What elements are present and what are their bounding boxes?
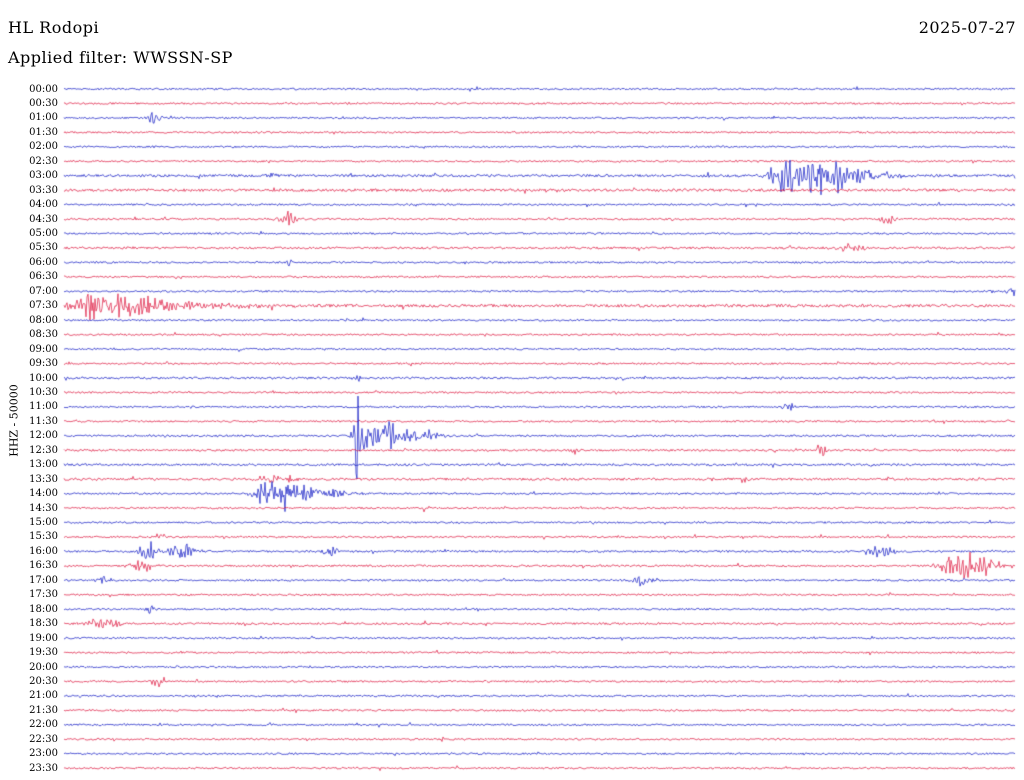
row-time-label: 21:30 — [29, 704, 58, 716]
row-time-label: 23:30 — [29, 762, 58, 774]
row-time-label: 06:30 — [29, 271, 58, 283]
row-time-label: 15:30 — [29, 531, 58, 543]
row-time-label: 21:00 — [29, 690, 58, 702]
row-time-label: 04:30 — [29, 213, 58, 225]
row-time-label: 17:00 — [29, 574, 58, 586]
row-time-label: 09:30 — [29, 358, 58, 370]
row-time-label: 14:00 — [29, 488, 58, 500]
row-time-label: 16:30 — [29, 560, 58, 572]
row-time-label: 16:00 — [29, 545, 58, 557]
row-time-label: 10:00 — [29, 372, 58, 384]
station-title: HL Rodopi — [8, 18, 100, 37]
row-time-label: 03:30 — [29, 184, 58, 196]
row-time-label: 23:00 — [29, 748, 58, 760]
row-time-label: 10:30 — [29, 386, 58, 398]
row-time-label: 11:00 — [29, 401, 58, 413]
row-time-label: 11:30 — [29, 415, 58, 427]
row-time-label: 03:00 — [29, 170, 58, 182]
row-time-label: 20:00 — [29, 661, 58, 673]
row-time-label: 00:30 — [29, 97, 58, 109]
row-time-label: 13:00 — [29, 459, 58, 471]
row-time-label: 22:30 — [29, 733, 58, 745]
row-time-label: 14:30 — [29, 502, 58, 514]
row-time-label: 04:00 — [29, 199, 58, 211]
row-time-label: 20:30 — [29, 675, 58, 687]
row-time-label: 07:00 — [29, 285, 58, 297]
row-time-label: 09:00 — [29, 343, 58, 355]
row-time-label: 18:30 — [29, 618, 58, 630]
row-time-label: 05:00 — [29, 228, 58, 239]
row-time-label: 02:30 — [29, 155, 58, 167]
row-time-label: 12:00 — [29, 430, 58, 442]
row-time-label: 19:30 — [29, 647, 58, 659]
row-time-label: 00:00 — [29, 83, 58, 95]
row-time-label: 13:30 — [29, 473, 58, 485]
row-time-label: 17:30 — [29, 589, 58, 601]
row-time-label: 07:30 — [29, 300, 58, 312]
row-time-label: 05:30 — [29, 242, 58, 254]
row-time-label: 06:00 — [29, 256, 58, 268]
row-time-label: 12:30 — [29, 444, 58, 456]
row-time-label: 08:00 — [29, 314, 58, 326]
row-time-label: 08:30 — [29, 329, 58, 341]
row-time-label: 01:30 — [29, 126, 58, 138]
row-time-label: 15:00 — [29, 517, 58, 528]
row-time-label: 22:00 — [29, 719, 58, 731]
row-time-label: 19:00 — [29, 632, 58, 644]
row-time-label: 02:00 — [29, 141, 58, 153]
row-time-label: 18:00 — [29, 603, 58, 615]
record-date: 2025-07-27 — [918, 18, 1016, 37]
applied-filter-label: Applied filter: WWSSN-SP — [8, 48, 233, 67]
row-time-label: 01:00 — [29, 112, 58, 124]
